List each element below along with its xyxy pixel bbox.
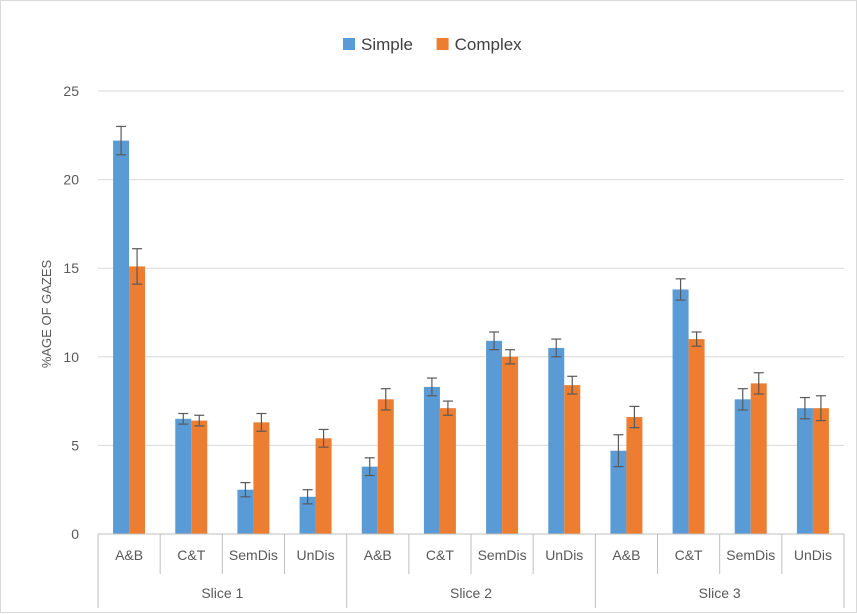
group-label: Slice 2	[450, 585, 492, 601]
bar-complex	[750, 383, 767, 534]
x-tick-label: A&B	[364, 547, 392, 563]
bar-simple	[610, 450, 627, 534]
bar-complex	[253, 422, 270, 534]
y-tick-label: 25	[63, 83, 79, 99]
bar-complex	[191, 420, 208, 534]
bar-complex	[812, 408, 829, 534]
bar-simple	[423, 386, 440, 534]
x-tick-label: C&T	[426, 547, 454, 563]
x-tick-label: UnDis	[545, 547, 583, 563]
bar-simple	[734, 399, 751, 534]
axes: 0 5 10 15 20 25 A&B C&T SemDis UnDis A&B C&T SemDis U…	[63, 83, 845, 608]
y-tick-label: 5	[71, 437, 79, 453]
gridlines	[98, 90, 844, 446]
group-label: Slice 3	[699, 585, 741, 601]
group-label: Slice 1	[201, 585, 243, 601]
bar-complex	[626, 417, 643, 534]
bar-simple	[113, 140, 130, 534]
y-tick-label: 15	[63, 260, 79, 276]
bar-simple	[548, 347, 565, 534]
bar-simple	[237, 489, 254, 534]
y-tick-label: 10	[63, 349, 79, 365]
bar-complex	[688, 339, 705, 534]
y-tick-label: 0	[71, 526, 79, 542]
bar-simple	[175, 418, 192, 534]
bars	[113, 140, 829, 534]
bar-complex	[315, 438, 332, 534]
x-tick-label: SemDis	[229, 547, 278, 563]
x-tick-label: C&T	[675, 547, 703, 563]
legend: Simple Complex	[343, 35, 522, 54]
bar-simple	[486, 340, 503, 534]
legend-label-simple: Simple	[361, 35, 413, 54]
bar-complex	[564, 385, 581, 534]
x-tick-label: C&T	[177, 547, 205, 563]
bar-complex	[129, 266, 146, 534]
bar-complex	[439, 408, 456, 534]
y-tick-label: 20	[63, 172, 79, 188]
bar-complex	[377, 399, 394, 534]
x-tick-label: A&B	[115, 547, 143, 563]
error-bars	[116, 125, 826, 505]
bar-simple	[796, 408, 813, 534]
bar-simple	[299, 496, 316, 534]
bar-simple	[672, 289, 689, 534]
legend-label-complex: Complex	[455, 35, 523, 54]
x-tick-label: UnDis	[297, 547, 335, 563]
legend-swatch-simple	[343, 38, 355, 50]
legend-swatch-complex	[436, 38, 449, 50]
x-tick-label: SemDis	[478, 547, 527, 563]
y-axis-label: %AGE OF GAZES	[39, 259, 54, 368]
bar-complex	[502, 356, 519, 534]
x-tick-label: UnDis	[794, 547, 832, 563]
x-tick-label: SemDis	[726, 547, 775, 563]
x-tick-label: A&B	[612, 547, 640, 563]
bar-simple	[361, 466, 378, 534]
